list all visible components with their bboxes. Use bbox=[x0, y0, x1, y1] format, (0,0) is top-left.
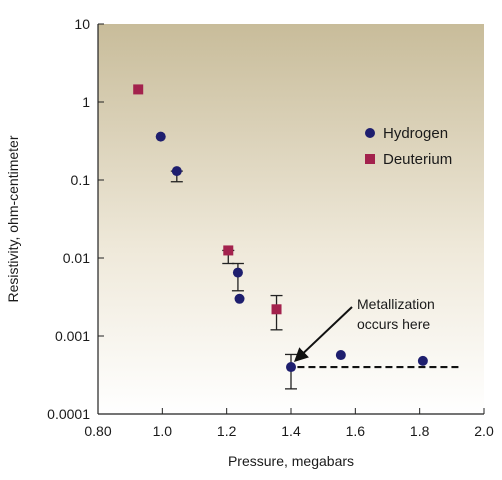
y-ticks: 0.0001 0.001 0.01 0.1 1 10 bbox=[47, 16, 104, 422]
metallization-annotation: Metallization occurs here bbox=[293, 296, 435, 362]
deuterium-point bbox=[271, 304, 282, 315]
annotation-line-1: Metallization bbox=[357, 296, 435, 312]
y-tick-label: 1 bbox=[82, 94, 90, 110]
x-tick-label: 1.4 bbox=[281, 423, 301, 439]
y-tick-label: 0.0001 bbox=[47, 406, 90, 422]
hydrogen-point bbox=[286, 362, 296, 373]
x-tick-label: 2.0 bbox=[474, 423, 494, 439]
x-tick-label: 1.8 bbox=[410, 423, 430, 439]
legend-deuterium-marker bbox=[365, 154, 375, 164]
plot-area-background bbox=[98, 24, 484, 414]
deuterium-point bbox=[223, 245, 234, 256]
y-axis-title: Resistivity, ohm-centimeter bbox=[5, 135, 21, 302]
annotation-line-2: occurs here bbox=[357, 316, 430, 332]
x-tick-label: 0.80 bbox=[84, 423, 111, 439]
x-ticks: 0.80 1.0 1.2 1.4 1.6 1.8 2.0 bbox=[84, 408, 494, 439]
legend-hydrogen-marker bbox=[365, 128, 375, 138]
hydrogen-point bbox=[234, 293, 245, 304]
legend-hydrogen-label: Hydrogen bbox=[383, 125, 448, 142]
legend-deuterium-label: Deuterium bbox=[383, 151, 452, 168]
hydrogen-point bbox=[335, 350, 346, 361]
x-axis-title: Pressure, megabars bbox=[228, 453, 354, 469]
annotation-arrow bbox=[293, 306, 353, 362]
y-tick-label: 10 bbox=[74, 16, 90, 32]
x-tick-label: 1.6 bbox=[346, 423, 366, 439]
hydrogen-point bbox=[155, 131, 166, 142]
x-tick-label: 1.0 bbox=[153, 423, 173, 439]
hydrogen-point bbox=[417, 355, 428, 366]
data-points bbox=[133, 84, 428, 373]
deuterium-point bbox=[133, 84, 144, 95]
x-tick-label: 1.2 bbox=[217, 423, 237, 439]
hydrogen-point bbox=[232, 267, 243, 278]
legend: Hydrogen Deuterium bbox=[365, 125, 452, 168]
y-tick-label: 0.01 bbox=[63, 250, 90, 266]
y-tick-label: 0.1 bbox=[71, 172, 91, 188]
hydrogen-point bbox=[171, 166, 182, 177]
y-tick-label: 0.001 bbox=[55, 328, 90, 344]
